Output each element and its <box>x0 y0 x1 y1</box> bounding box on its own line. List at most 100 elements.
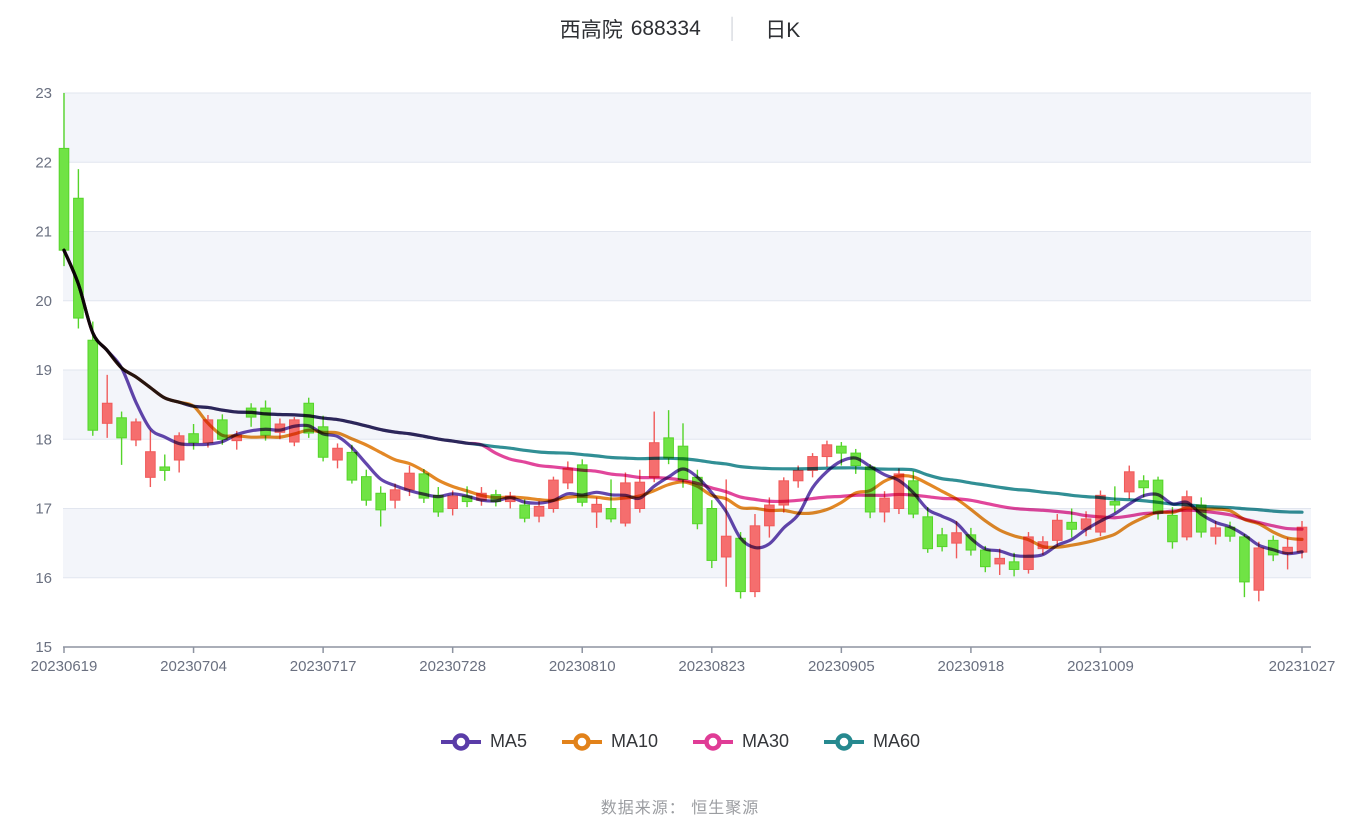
candle-body <box>332 447 343 461</box>
candle-body <box>1239 536 1250 583</box>
candle-body <box>576 464 588 503</box>
x-tick-label: 20231009 <box>1067 658 1134 675</box>
candle-body <box>389 489 401 501</box>
candle-body <box>533 505 545 517</box>
x-tick-label: 20230717 <box>290 658 357 675</box>
candle-body <box>101 402 113 424</box>
candle-body <box>749 525 761 593</box>
candle-body <box>1051 519 1063 541</box>
candle-body <box>418 473 430 499</box>
gridlines <box>63 92 1311 579</box>
candle-body <box>145 451 156 478</box>
candle-body <box>720 535 732 558</box>
legend-marker-ma30 <box>692 732 733 751</box>
ma-5-line <box>62 248 1304 558</box>
y-tick-label: 22 <box>35 154 52 171</box>
candle-body <box>447 495 458 510</box>
candle-body <box>1008 561 1020 570</box>
legend-marker-ma5 <box>440 732 481 751</box>
legend-item-ma60[interactable]: MA60 <box>823 731 920 752</box>
stock-name: 西高院 <box>559 19 623 42</box>
candle-body <box>605 508 617 520</box>
title-separator: │ <box>726 17 740 40</box>
candle-body <box>1023 536 1034 570</box>
legend-label-ma10: MA10 <box>610 731 658 751</box>
candle-body <box>58 147 70 251</box>
candle-body <box>173 435 185 461</box>
candle-body <box>1109 501 1121 506</box>
y-tick-label: 19 <box>35 362 52 379</box>
y-tick-label: 16 <box>35 570 52 587</box>
candle-body <box>735 537 746 593</box>
x-tick-label: 20230619 <box>31 658 98 675</box>
candle-body <box>792 469 804 482</box>
candle-body <box>73 197 84 319</box>
candle-body <box>1253 547 1265 591</box>
legend-label-ma30: MA30 <box>741 731 790 751</box>
candle-body <box>620 482 631 524</box>
x-tick-label: 20230823 <box>678 658 745 675</box>
legend-item-ma10[interactable]: MA10 <box>561 731 658 752</box>
legend-marker-ma60 <box>824 732 865 751</box>
x-tick-label: 20230810 <box>549 658 616 675</box>
candle-body <box>1066 521 1077 530</box>
legend-item-ma5[interactable]: MA5 <box>440 731 527 752</box>
chart-title: 西高院 688334 │ 日K <box>0 14 1360 44</box>
candle-body <box>936 534 948 548</box>
legend-marker-ma10 <box>561 732 602 751</box>
candle-body <box>677 445 689 480</box>
candle-body <box>130 421 142 441</box>
y-tick-label: 15 <box>35 639 52 656</box>
candle-body <box>562 467 574 484</box>
x-tick-label: 20230728 <box>419 658 486 675</box>
candle-body <box>87 339 99 431</box>
candle-body <box>807 456 818 471</box>
x-tick-label: 20230704 <box>160 658 227 675</box>
candle-body <box>188 433 199 444</box>
band <box>63 508 1311 578</box>
period-label: 日K <box>765 19 801 42</box>
candle-body <box>548 479 559 510</box>
candle-body <box>591 503 602 513</box>
legend-label-ma5: MA5 <box>489 731 527 751</box>
candle-body <box>1181 496 1193 538</box>
candle-body <box>1095 494 1106 533</box>
y-tick-label: 23 <box>35 85 52 102</box>
candle-body <box>994 557 1005 565</box>
candle-body <box>1138 480 1149 489</box>
legend-label-ma60: MA60 <box>873 731 921 751</box>
candle-body <box>1167 514 1178 543</box>
ma-legend: MA5 MA10 MA30 MA60 <box>0 731 1360 752</box>
ma-10-line <box>62 248 1304 549</box>
y-tick-label: 18 <box>35 431 52 448</box>
candle-body <box>260 407 271 436</box>
candle-body <box>361 476 372 501</box>
background-bands <box>63 93 1311 578</box>
candle-body <box>159 466 171 471</box>
legend-item-ma30[interactable]: MA30 <box>692 731 789 752</box>
candle-body <box>951 532 962 544</box>
candle-body <box>217 419 228 440</box>
candle-body <box>289 419 300 443</box>
x-tick-label: 20230905 <box>808 658 875 675</box>
stock-code: 688334 <box>630 17 701 40</box>
y-tick-label: 21 <box>35 224 52 241</box>
candle-body <box>404 472 415 491</box>
candle-body <box>893 473 905 509</box>
candle-body <box>764 504 775 527</box>
kline-canvas: 15 16 17 18 19 20 21 22 23 20230619 20230704 202307… <box>31 85 1336 675</box>
y-tick-label: 17 <box>35 501 52 518</box>
band <box>63 370 1311 440</box>
candle-body <box>663 437 674 459</box>
candle-body <box>519 504 530 519</box>
band <box>63 93 1311 163</box>
x-tick-label: 20230918 <box>938 658 1005 675</box>
band <box>63 231 1311 301</box>
candle-body <box>375 492 386 511</box>
y-tick-label: 20 <box>35 293 52 310</box>
candle-body <box>879 497 890 513</box>
candle-body <box>1123 471 1135 493</box>
candle-body <box>648 442 660 478</box>
candle-body <box>1210 527 1221 537</box>
candle-body <box>317 426 329 458</box>
